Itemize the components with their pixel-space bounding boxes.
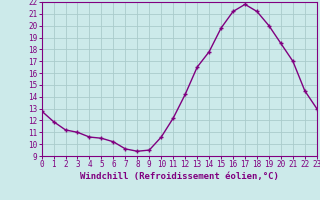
X-axis label: Windchill (Refroidissement éolien,°C): Windchill (Refroidissement éolien,°C) xyxy=(80,172,279,181)
